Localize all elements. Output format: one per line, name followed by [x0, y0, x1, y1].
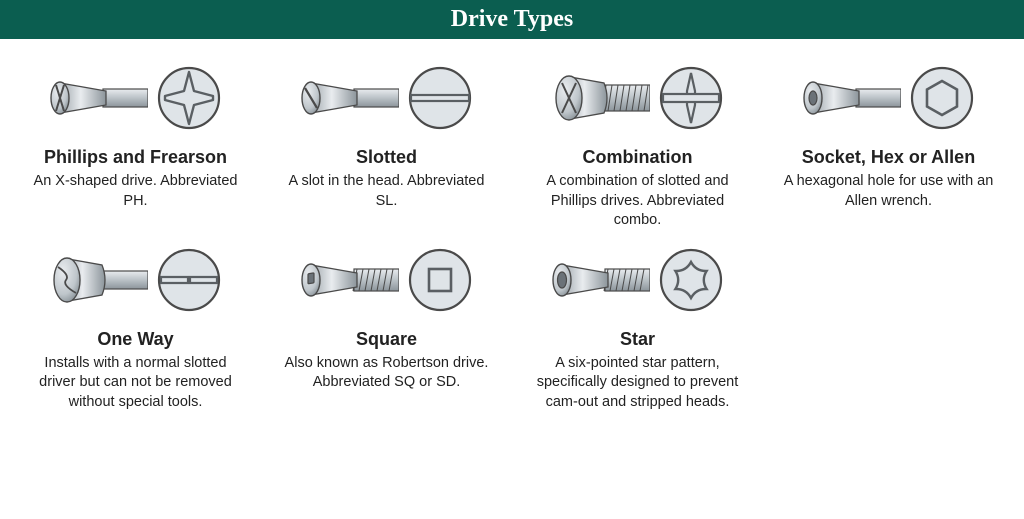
- phillips-top-icon: [154, 63, 224, 133]
- slotted-top-icon: [405, 63, 475, 133]
- drive-title: Slotted: [271, 147, 502, 168]
- page-header: Drive Types: [0, 0, 1024, 39]
- drive-illustration: [271, 241, 502, 319]
- oneway-side-icon: [48, 245, 148, 315]
- drive-illustration: [522, 241, 753, 319]
- drive-card-square: Square Also known as Robertson drive. Ab…: [271, 241, 502, 413]
- star-top-icon: [656, 245, 726, 315]
- square-top-icon: [405, 245, 475, 315]
- drive-illustration: [271, 59, 502, 137]
- drive-title: Star: [522, 329, 753, 350]
- drive-description: Installs with a normal slotted driver bu…: [20, 354, 251, 413]
- drive-card-combination: Combination A combination of slotted and…: [522, 59, 753, 231]
- slotted-side-icon: [299, 63, 399, 133]
- page-title: Drive Types: [451, 6, 573, 32]
- drive-card-slotted: Slotted A slot in the head. Abbreviated …: [271, 59, 502, 231]
- drive-description: Also known as Robertson drive. Abbreviat…: [271, 354, 502, 393]
- hex-top-icon: [907, 63, 977, 133]
- drive-description: A slot in the head. Abbreviated SL.: [271, 172, 502, 211]
- drive-description: A combination of slotted and Phillips dr…: [522, 172, 753, 231]
- drive-description: An X-shaped drive. Abbreviated PH.: [20, 172, 251, 211]
- phillips-side-icon: [48, 63, 148, 133]
- hex-side-icon: [801, 63, 901, 133]
- drive-description: A six-pointed star pattern, specifically…: [522, 354, 753, 413]
- combination-top-icon: [656, 63, 726, 133]
- drive-card-oneway: One Way Installs with a normal slotted d…: [20, 241, 251, 413]
- combination-side-icon: [550, 63, 650, 133]
- drive-card-star: Star A six-pointed star pattern, specifi…: [522, 241, 753, 413]
- drive-card-phillips: Phillips and Frearson An X-shaped drive.…: [20, 59, 251, 231]
- drive-illustration: [773, 59, 1004, 137]
- drive-illustration: [20, 241, 251, 319]
- drive-type-grid: Phillips and Frearson An X-shaped drive.…: [0, 39, 1024, 422]
- square-side-icon: [299, 245, 399, 315]
- drive-illustration: [20, 59, 251, 137]
- drive-title: Phillips and Frearson: [20, 147, 251, 168]
- drive-title: Socket, Hex or Allen: [773, 147, 1004, 168]
- star-side-icon: [550, 245, 650, 315]
- drive-description: A hexagonal hole for use with an Allen w…: [773, 172, 1004, 211]
- drive-illustration: [522, 59, 753, 137]
- oneway-top-icon: [154, 245, 224, 315]
- drive-title: One Way: [20, 329, 251, 350]
- drive-title: Combination: [522, 147, 753, 168]
- drive-title: Square: [271, 329, 502, 350]
- drive-card-hex: Socket, Hex or Allen A hexagonal hole fo…: [773, 59, 1004, 231]
